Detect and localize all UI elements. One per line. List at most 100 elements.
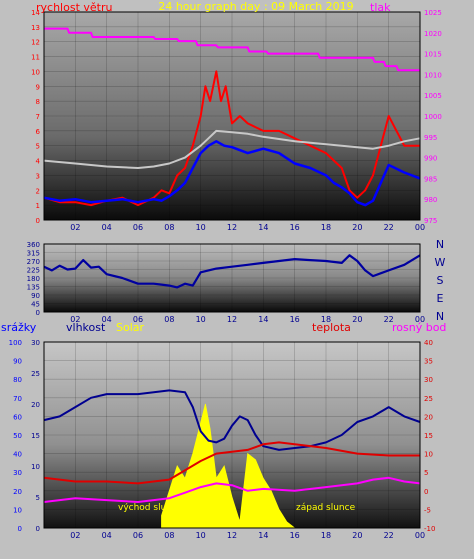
- x-tick-label: 00: [415, 223, 425, 232]
- x-tick-label: 20: [352, 531, 362, 540]
- x-tick-label: 04: [102, 315, 112, 324]
- y-tick-label: 70: [13, 395, 22, 403]
- chart-title: 24 hour graph day : 09 March 2019: [158, 0, 353, 13]
- compass-label: W: [435, 256, 446, 269]
- y-tick-label: 8: [36, 98, 40, 106]
- y-tick-label: 40: [13, 451, 22, 459]
- y-tick-label: 10: [31, 463, 40, 471]
- y-tick-label: 975: [424, 217, 437, 225]
- x-tick-label: 08: [164, 531, 174, 540]
- y-tick-label: 10: [13, 506, 22, 514]
- wind-direction-line: [43, 254, 421, 289]
- wind-panel-border: [43, 11, 421, 221]
- temperature-y-axis: -10 -5 0 5 10 15 20 25 30 35 40: [424, 339, 435, 533]
- wind-x-axis: 02 04 06 08 10 12 14 16 18 20 22 00: [70, 223, 425, 232]
- x-tick-label: 16: [290, 531, 300, 540]
- y-tick-label: 25: [424, 395, 433, 403]
- direction-panel-border: [43, 243, 421, 313]
- series-line-2: [43, 140, 421, 207]
- y-tick-label: 60: [13, 413, 22, 421]
- series-line-0: [43, 70, 420, 207]
- y-tick-label: 135: [27, 284, 40, 292]
- rain-label: srážky: [1, 321, 37, 334]
- pressure-label: tlak: [370, 1, 391, 14]
- x-tick-label: 06: [133, 315, 143, 324]
- series-line-2: [43, 476, 421, 503]
- wind-grid: [44, 11, 421, 221]
- y-tick-label: 1010: [424, 71, 442, 79]
- x-tick-label: 12: [227, 223, 237, 232]
- y-tick-label: 3: [36, 172, 40, 180]
- series-line-1: [43, 129, 421, 169]
- y-tick-label: 6: [36, 128, 41, 136]
- y-tick-label: 0: [36, 217, 40, 225]
- x-tick-label: 16: [290, 223, 300, 232]
- y-tick-label: 5: [424, 469, 428, 477]
- x-tick-label: 16: [290, 315, 300, 324]
- y-tick-label: 980: [424, 196, 437, 204]
- x-tick-label: 18: [321, 531, 331, 540]
- x-tick-label: 10: [196, 315, 206, 324]
- y-tick-label: 9: [36, 83, 40, 91]
- y-tick-label: 40: [424, 339, 433, 347]
- y-tick-label: 1000: [424, 113, 442, 121]
- x-tick-label: 22: [384, 531, 394, 540]
- y-tick-label: 10: [31, 68, 40, 76]
- humidity-y-axis: 0 5 10 15 20 25 30: [31, 339, 40, 533]
- x-tick-label: 04: [102, 531, 112, 540]
- compass-label: N: [436, 238, 444, 251]
- y-tick-label: 0: [18, 525, 22, 533]
- direction-series: [43, 254, 421, 289]
- solar-series: [161, 403, 296, 529]
- x-tick-label: 00: [415, 315, 425, 324]
- y-tick-label: 11: [31, 54, 40, 62]
- x-tick-label: 12: [227, 531, 237, 540]
- dewpoint-label: rosný bod: [392, 321, 446, 334]
- sunrise-annotation: východ slunce: [118, 503, 183, 513]
- x-tick-label: 18: [321, 223, 331, 232]
- x-tick-label: 04: [102, 223, 112, 232]
- y-tick-label: 20: [424, 413, 433, 421]
- x-tick-label: 10: [196, 531, 206, 540]
- x-tick-label: 00: [415, 531, 425, 540]
- x-tick-label: 10: [196, 223, 206, 232]
- y-tick-label: 0: [36, 309, 40, 317]
- x-tick-label: 06: [133, 223, 143, 232]
- y-tick-label: 1: [36, 202, 40, 210]
- series-line-0: [43, 389, 421, 451]
- x-tick-label: 02: [70, 315, 80, 324]
- solar-area: [161, 403, 296, 529]
- x-tick-label: 12: [227, 315, 237, 324]
- climate-x-axis: 02 04 06 08 10 12 14 16 18 20 22 00: [70, 531, 425, 540]
- x-tick-label: 14: [258, 315, 268, 324]
- x-tick-label: 02: [70, 223, 80, 232]
- y-tick-label: 1025: [424, 9, 442, 17]
- x-tick-label: 08: [164, 223, 174, 232]
- x-tick-label: 08: [164, 315, 174, 324]
- series-line-1: [43, 441, 420, 485]
- y-tick-label: 270: [27, 258, 40, 266]
- y-tick-label: 985: [424, 175, 437, 183]
- humidity-label: vlhkost: [66, 321, 106, 334]
- y-tick-label: 360: [27, 241, 40, 249]
- direction-panel-background: [44, 244, 420, 312]
- y-tick-label: -5: [424, 506, 431, 514]
- y-tick-label: 100: [9, 339, 22, 347]
- series-line-3: [44, 27, 420, 72]
- y-tick-label: 225: [27, 267, 40, 275]
- y-tick-label: 990: [424, 155, 437, 163]
- compass-label: N: [436, 310, 444, 323]
- x-tick-label: 18: [321, 315, 331, 324]
- y-tick-label: 7: [36, 113, 40, 121]
- climate-series: [43, 389, 421, 503]
- direction-x-axis: 02 04 06 08 10 12 14 16 18 20 22 00: [70, 315, 425, 324]
- y-tick-label: 45: [31, 301, 40, 309]
- wind-series: [43, 27, 421, 207]
- x-tick-label: 14: [258, 531, 268, 540]
- pressure-y-axis-right: 975 980 985 990 995 1000 1005 1010 1015 1020 1025: [424, 9, 442, 225]
- sunset-annotation: západ slunce: [296, 503, 356, 513]
- y-tick-label: 20: [13, 488, 22, 496]
